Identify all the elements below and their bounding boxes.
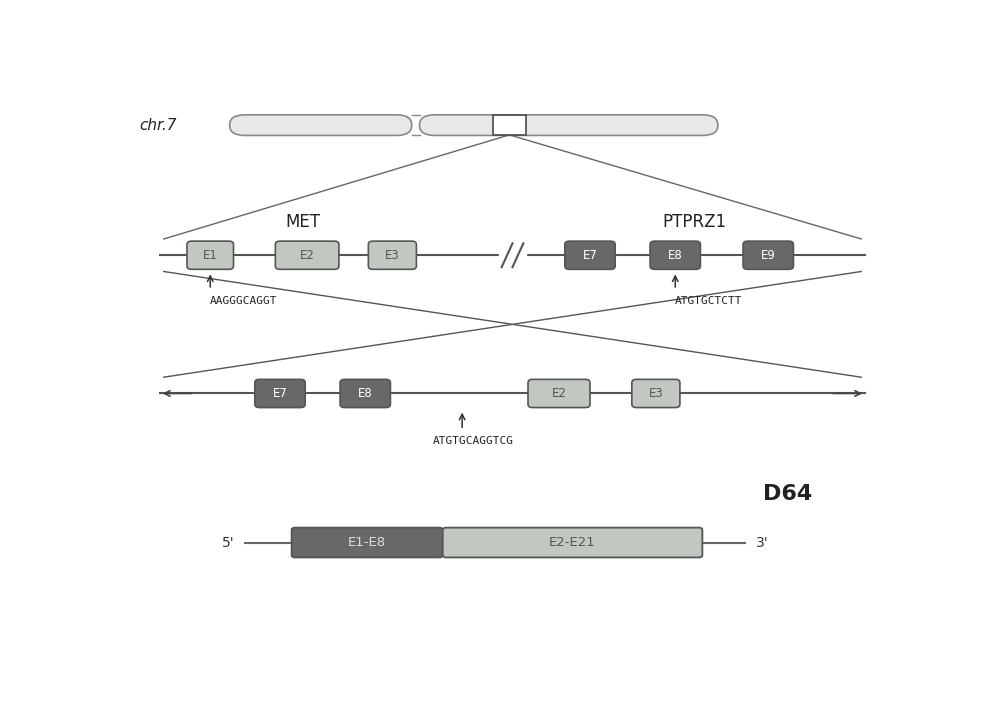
FancyBboxPatch shape xyxy=(340,379,390,408)
FancyBboxPatch shape xyxy=(420,115,718,135)
FancyBboxPatch shape xyxy=(443,527,702,558)
FancyBboxPatch shape xyxy=(292,527,443,558)
Text: 5': 5' xyxy=(222,536,234,550)
Text: E3: E3 xyxy=(648,387,663,400)
Text: E9: E9 xyxy=(761,249,776,262)
Text: E2: E2 xyxy=(300,249,315,262)
FancyBboxPatch shape xyxy=(230,115,412,135)
FancyBboxPatch shape xyxy=(255,379,305,408)
Text: E3: E3 xyxy=(385,249,400,262)
FancyBboxPatch shape xyxy=(275,241,339,270)
Text: E7: E7 xyxy=(583,249,597,262)
FancyBboxPatch shape xyxy=(368,241,416,270)
FancyBboxPatch shape xyxy=(187,241,234,270)
Text: E7: E7 xyxy=(273,387,287,400)
Text: AAGGGCAGGT: AAGGGCAGGT xyxy=(210,296,278,306)
Text: PTPRZ1: PTPRZ1 xyxy=(663,213,727,231)
FancyBboxPatch shape xyxy=(650,241,700,270)
Text: E2-E21: E2-E21 xyxy=(549,536,596,549)
Text: ATGTGCTCTT: ATGTGCTCTT xyxy=(675,296,743,306)
Text: E1-E8: E1-E8 xyxy=(348,536,386,549)
Text: E8: E8 xyxy=(358,387,373,400)
Text: D64: D64 xyxy=(763,484,812,504)
FancyBboxPatch shape xyxy=(565,241,615,270)
Text: E2: E2 xyxy=(552,387,566,400)
FancyBboxPatch shape xyxy=(632,379,680,408)
FancyBboxPatch shape xyxy=(743,241,793,270)
Text: 3': 3' xyxy=(756,536,768,550)
Bar xyxy=(493,115,526,135)
FancyBboxPatch shape xyxy=(528,379,590,408)
Text: chr.7: chr.7 xyxy=(139,118,176,132)
Text: MET: MET xyxy=(286,213,321,231)
Text: E1: E1 xyxy=(203,249,218,262)
Text: ATGTGCAGGTCG: ATGTGCAGGTCG xyxy=(433,436,514,446)
Text: E8: E8 xyxy=(668,249,683,262)
